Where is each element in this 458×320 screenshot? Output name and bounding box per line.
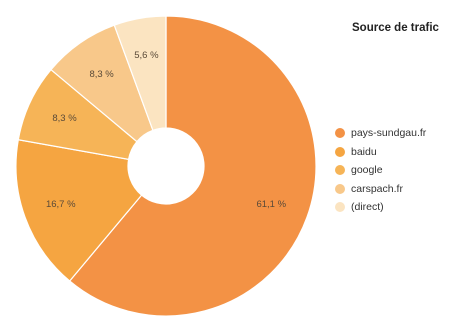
legend-swatch [335, 165, 345, 176]
legend-label: (direct) [351, 201, 384, 214]
legend-item-baidu[interactable]: baidu [335, 143, 426, 162]
slice-value-label-1: 16,7 % [46, 199, 76, 210]
legend-label: pays-sundgau.fr [351, 127, 427, 140]
donut-slice-4[interactable] [113, 15, 167, 132]
legend-item-direct[interactable]: (direct) [335, 198, 426, 217]
legend-item-pays-sundgau[interactable]: pays-sundgau.fr [335, 124, 426, 143]
slice-value-label-3: 8,3 % [89, 69, 114, 80]
legend-label: google [351, 164, 383, 177]
legend-swatch [335, 202, 345, 213]
legend-title: Source de trafic [352, 22, 439, 34]
legend-swatch [335, 146, 345, 157]
legend-swatch [335, 183, 345, 194]
donut-chart: 61,1 % 16,7 % 8,3 % 8,3 % 5,6 % [15, 15, 317, 317]
legend-item-carspach[interactable]: carspach.fr [335, 180, 426, 199]
donut-slice-0[interactable] [68, 15, 317, 317]
legend-item-google[interactable]: google [335, 161, 426, 180]
slice-value-label-2: 8,3 % [52, 113, 77, 124]
slice-value-label-0: 61,1 % [256, 199, 286, 210]
legend-swatch [335, 128, 345, 139]
slice-value-label-4: 5,6 % [134, 50, 159, 61]
legend-label: carspach.fr [351, 182, 403, 195]
legend: pays-sundgau.fr baidu google carspach.fr… [335, 124, 426, 217]
donut-slice-1[interactable] [15, 139, 143, 282]
legend-label: baidu [351, 145, 377, 158]
